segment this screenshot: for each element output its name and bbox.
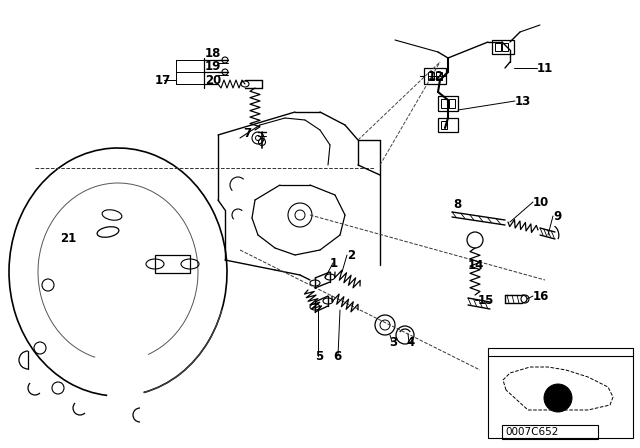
Bar [492,40,514,54]
Text: 21: 21 [60,232,76,245]
Text: 9: 9 [553,210,561,223]
Text: 14: 14 [468,258,484,271]
Text: 18: 18 [205,47,221,60]
Text: 2: 2 [347,249,355,262]
Text: 17: 17 [155,73,172,86]
Text: 3: 3 [389,336,397,349]
Bar [488,348,633,438]
Text: 19: 19 [205,60,221,73]
Text: 16: 16 [533,289,549,302]
Text: 11: 11 [537,61,553,74]
Bar [436,72,442,80]
Text: 20: 20 [205,73,221,86]
Bar [502,43,508,51]
Bar [424,68,446,84]
Bar [438,96,458,111]
Text: 1: 1 [330,257,338,270]
Text: 12: 12 [428,69,444,82]
Bar [449,99,455,108]
Text: 7: 7 [243,126,251,139]
Text: 10: 10 [533,195,549,208]
Bar [502,425,598,439]
Bar [441,121,447,129]
Text: 0007C652: 0007C652 [505,427,558,437]
Text: 6: 6 [333,349,341,362]
Circle shape [255,135,260,141]
Bar [428,72,434,80]
Bar [441,99,447,108]
Bar [495,43,501,51]
Text: 4: 4 [406,336,414,349]
Bar [155,255,190,273]
Circle shape [544,384,572,412]
Text: 5: 5 [315,349,323,362]
Text: 15: 15 [478,293,494,306]
Text: 8: 8 [453,198,461,211]
Bar [438,118,458,132]
Text: 13: 13 [515,95,531,108]
